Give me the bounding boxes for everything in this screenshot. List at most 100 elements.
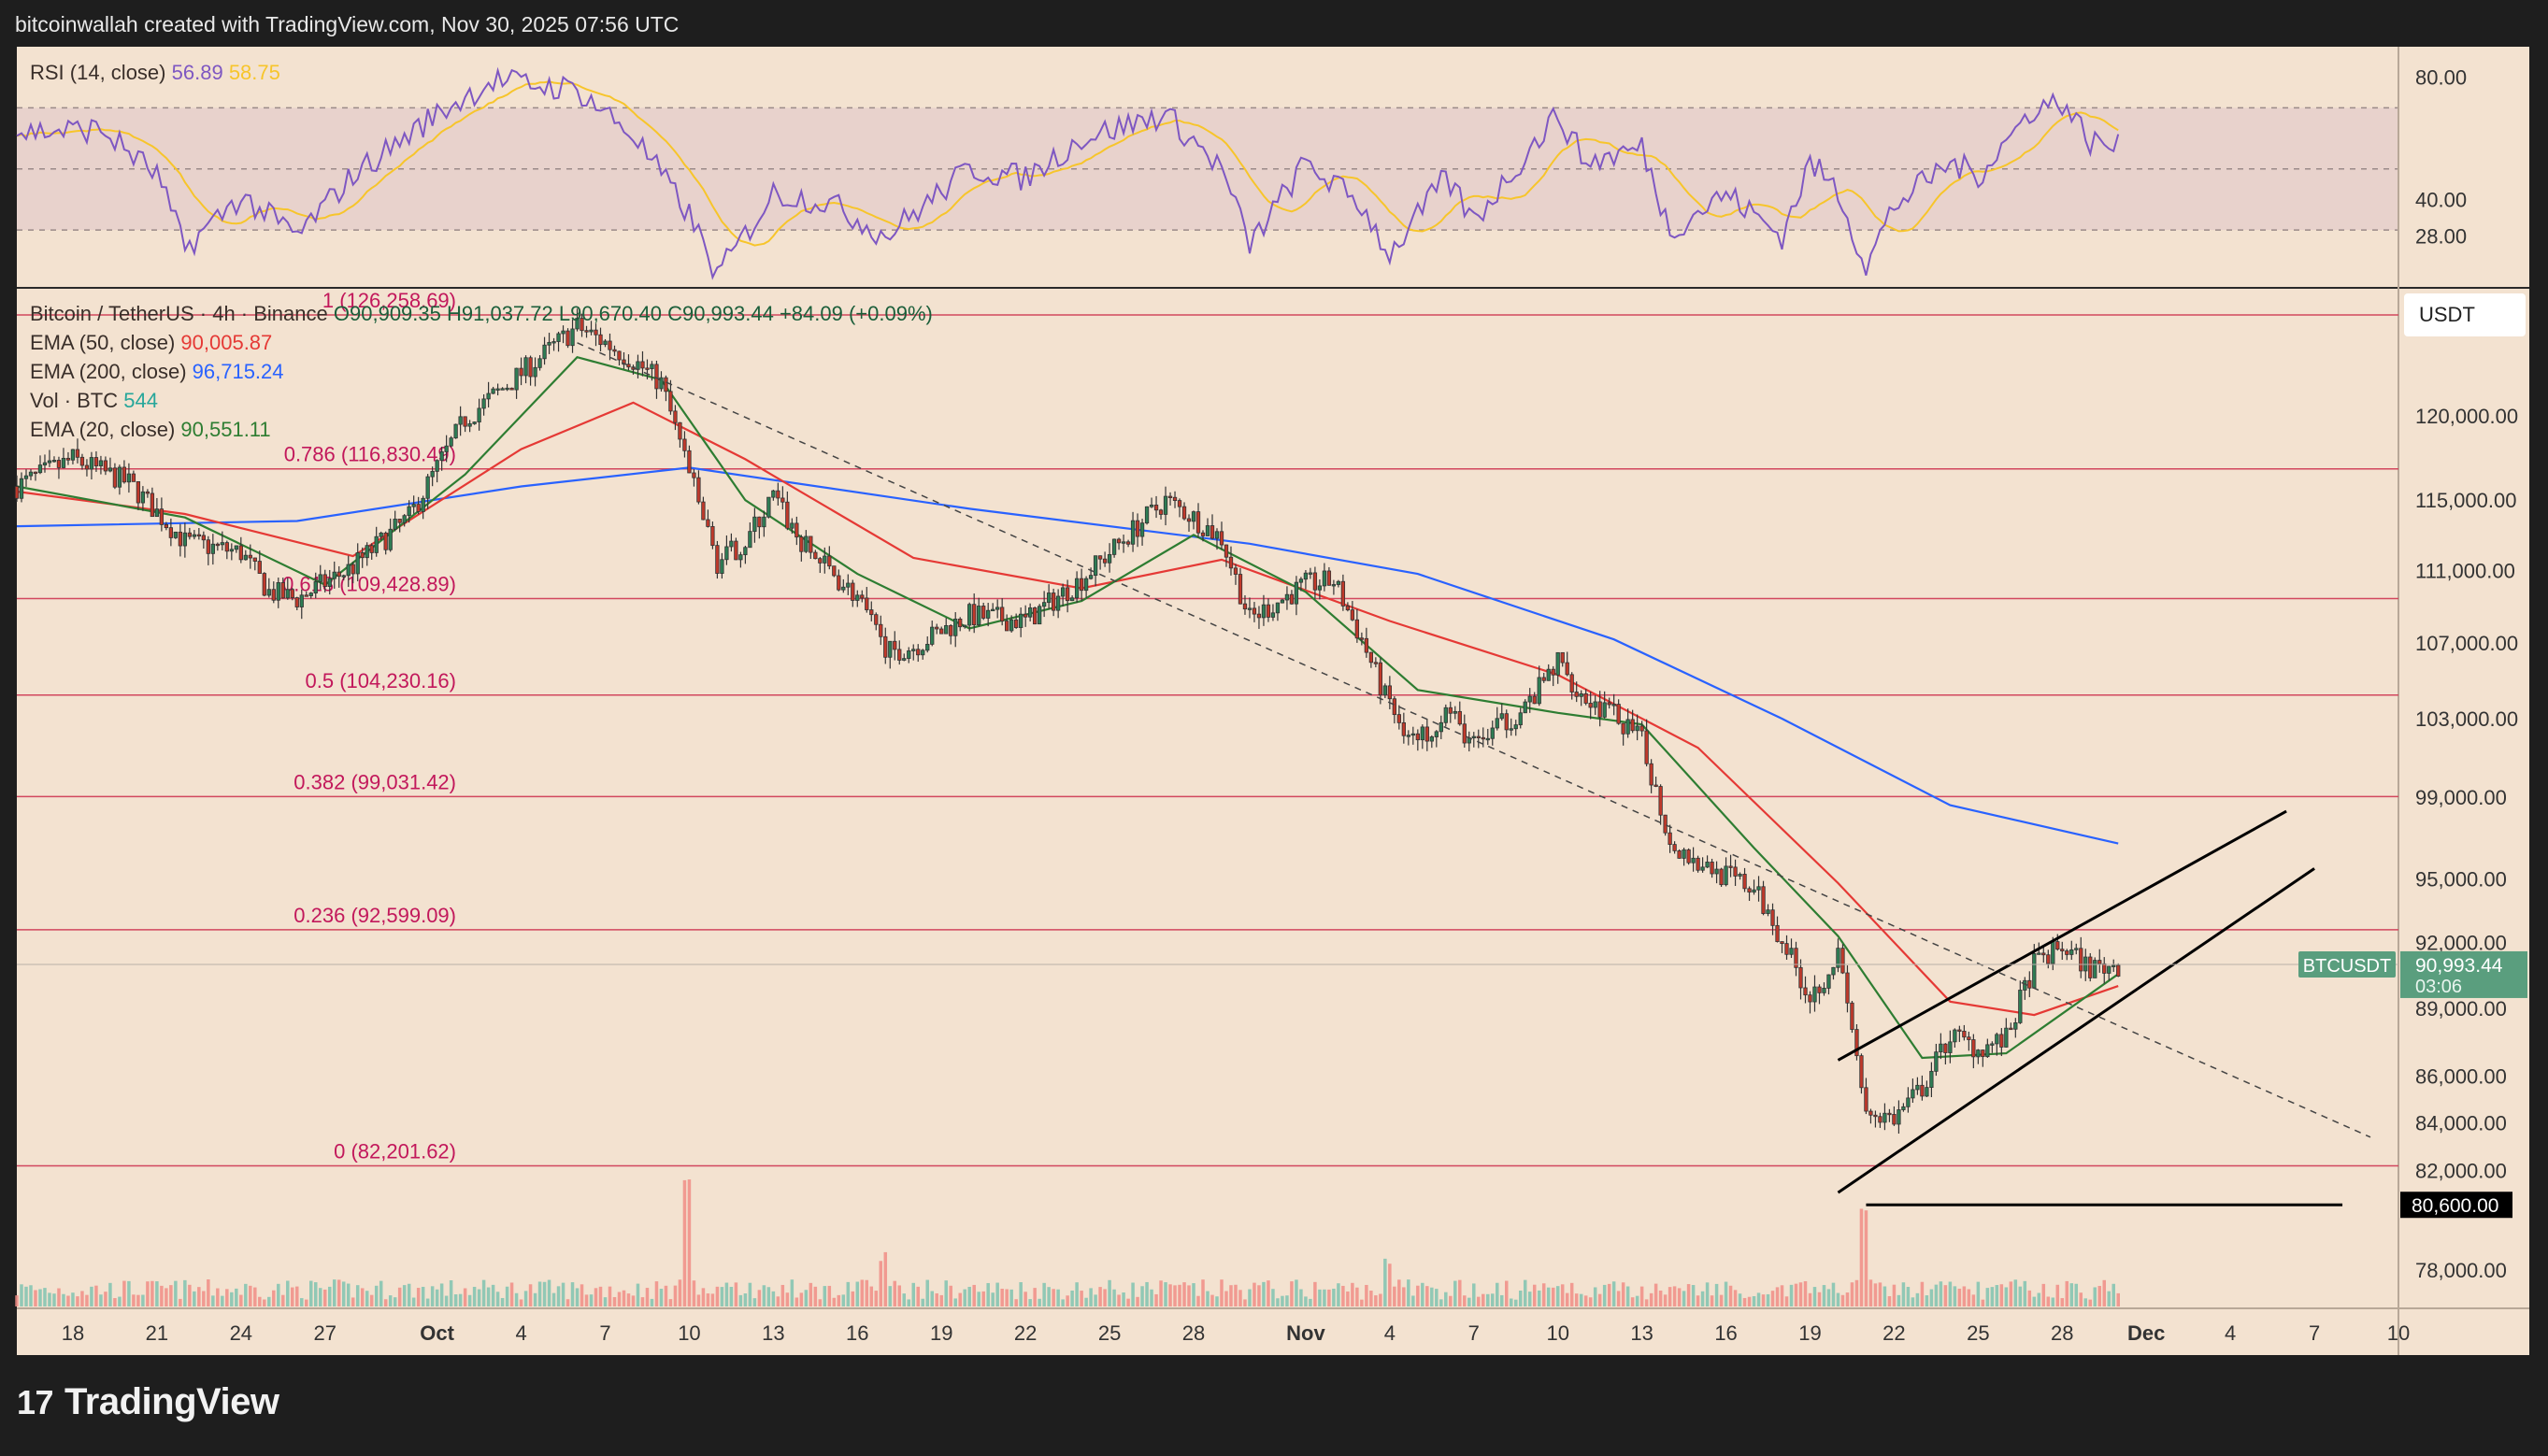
volume-bar [617, 1292, 622, 1306]
rsi-tick-0: 80.00 [2415, 66, 2467, 90]
candle-body [421, 497, 425, 512]
candle-body [944, 625, 949, 635]
volume-bar [2088, 1299, 2093, 1306]
time-tick-26: 7 [2309, 1321, 2320, 1345]
volume-bar [1864, 1210, 1868, 1306]
candle-body [1490, 727, 1495, 739]
volume-bar [1112, 1289, 1116, 1306]
volume-bar [393, 1297, 397, 1306]
candle-body [537, 358, 542, 368]
volume-bar [1224, 1291, 1228, 1306]
volume-bar [916, 1286, 920, 1306]
candle-body [103, 460, 108, 472]
volume-bar [113, 1298, 117, 1306]
volume-bar [183, 1279, 187, 1306]
candle-body [1415, 733, 1420, 741]
volume-bar [230, 1292, 234, 1306]
candle-body [294, 597, 299, 607]
candle-body [89, 457, 94, 470]
candle-body [79, 456, 85, 466]
candle-body [659, 377, 664, 390]
volume-bar [1472, 1283, 1476, 1306]
candle-body [1434, 731, 1439, 737]
volume-bar [696, 1294, 701, 1306]
fibonacci-levels: 1 (126,258.69) 0.786 (116,830.49) 0.618 (1… [17, 289, 2398, 1167]
candle-body [266, 589, 271, 596]
volume-bar [486, 1287, 491, 1306]
candle-body [654, 364, 659, 390]
volume-bar [1271, 1289, 1275, 1306]
candle-body [509, 387, 514, 391]
volume-bar [1901, 1282, 1906, 1306]
volume-bar [253, 1287, 257, 1306]
candle-body [252, 557, 257, 562]
candle-body [813, 551, 818, 560]
volume-bar [977, 1292, 981, 1306]
volume-bar [300, 1298, 304, 1306]
candle-body [1023, 613, 1028, 618]
volume-bar [1668, 1287, 1672, 1306]
candle-body [1382, 685, 1387, 696]
volume-bar [2060, 1298, 2065, 1306]
volume-label[interactable]: Vol · BTC [30, 389, 119, 412]
candle-body [757, 516, 762, 528]
candle-body [1981, 1049, 1985, 1058]
volume-bar [1098, 1287, 1102, 1306]
candle-body [1219, 531, 1224, 546]
rsi-lines [16, 66, 2120, 280]
candle-body [650, 364, 654, 369]
volume-bar [1611, 1281, 1616, 1306]
candle-body [827, 555, 832, 567]
candle-body [1345, 606, 1351, 611]
volume-bar [967, 1286, 971, 1306]
volume-bar [570, 1282, 575, 1306]
volume-bar [939, 1294, 943, 1306]
volume-bar [1803, 1280, 1808, 1306]
volume-bar [2111, 1283, 2115, 1306]
volume-bar [1234, 1284, 1238, 1306]
volume-bar [2074, 1283, 2079, 1306]
ema200-label[interactable]: EMA (200, close) [30, 360, 187, 383]
price-tick-11: 82,000.00 [2415, 1160, 2507, 1183]
ema20-label[interactable]: EMA (20, close) [30, 418, 176, 441]
candle-body [1644, 730, 1649, 764]
candle-body [1873, 1114, 1878, 1118]
volume-bar [1491, 1293, 1495, 1306]
volume-bar [640, 1297, 645, 1306]
trendline-channel-upper [1837, 809, 2287, 1062]
volume-bar [272, 1290, 276, 1306]
currency-button[interactable]: USDT [2404, 293, 2526, 336]
volume-bar [1887, 1296, 1892, 1306]
volume-bar [146, 1281, 150, 1306]
fib-label-4: 0.382 (99,031.42) [293, 770, 456, 793]
candle-body [1298, 578, 1304, 583]
volume-bar [1477, 1296, 1481, 1306]
volume-bar [449, 1280, 453, 1306]
tradingview-brand[interactable]: 17 TradingView [17, 1381, 279, 1423]
candle-body [523, 357, 528, 377]
time-tick-23: 28 [2051, 1321, 2073, 1345]
volume-bar [1215, 1296, 1219, 1306]
ema50-label[interactable]: EMA (50, close) [30, 331, 176, 354]
volume-bar [724, 1282, 729, 1306]
volume-bar [1173, 1285, 1177, 1306]
candle-body [1186, 518, 1192, 522]
volume-bar [547, 1279, 551, 1306]
volume-bar [1042, 1282, 1046, 1306]
symbol-title[interactable]: Bitcoin / TetherUS · 4h · Binance [30, 302, 328, 325]
candle-body [351, 564, 355, 575]
candle-body [1546, 668, 1551, 681]
candle-body [1195, 511, 1201, 534]
volume-bar [1971, 1294, 1976, 1306]
volume-bar [785, 1292, 790, 1306]
volume-bar [1337, 1283, 1340, 1306]
candle-body [1574, 692, 1579, 697]
candle-body [224, 542, 229, 552]
candle-body [1597, 701, 1602, 718]
volume-bar [267, 1296, 271, 1306]
volume-bar [860, 1279, 865, 1306]
volume-bar [1929, 1289, 1934, 1306]
volume-bar [944, 1280, 948, 1306]
candle-body [318, 574, 322, 582]
